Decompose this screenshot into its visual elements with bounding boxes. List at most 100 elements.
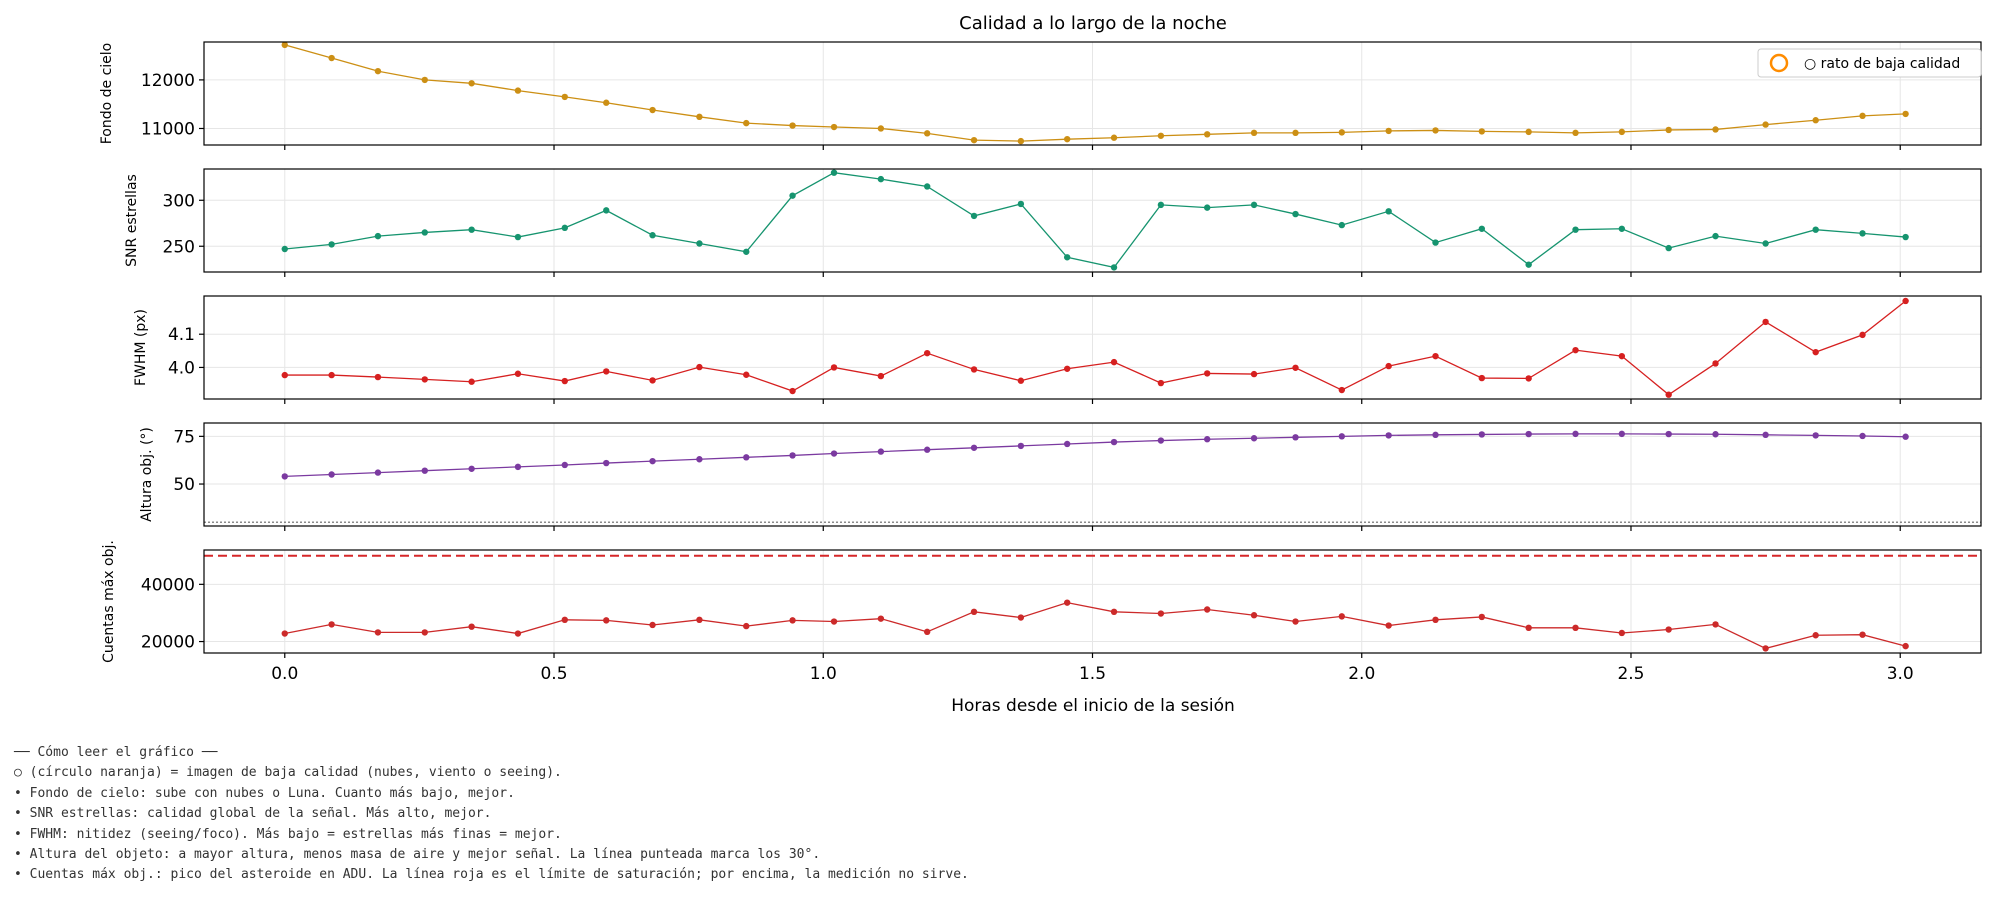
- data-point: [970, 444, 978, 451]
- data-point: [1432, 616, 1439, 624]
- data-point: [1292, 129, 1299, 137]
- y-tick-label: 40000: [141, 575, 195, 595]
- series-line: [284, 172, 1906, 269]
- data-point: [877, 615, 885, 622]
- data-point: [1250, 370, 1258, 378]
- data-point: [1525, 261, 1532, 268]
- note-line: • Cuentas máx obj.: pico del asteroide e…: [14, 867, 969, 883]
- data-point: [514, 87, 522, 94]
- data-point: [1157, 379, 1165, 387]
- data-point: [1110, 264, 1118, 271]
- legend-box: [1757, 48, 1982, 78]
- data-point: [923, 183, 931, 190]
- data-point: [1762, 121, 1769, 128]
- data-point: [743, 371, 750, 378]
- data-point: [1478, 374, 1486, 382]
- data-point: [1618, 629, 1626, 637]
- data-point: [1385, 208, 1392, 215]
- data-point: [649, 457, 656, 465]
- x-tick-label: 0.0: [271, 664, 298, 684]
- data-point: [1859, 331, 1866, 339]
- data-point: [1157, 201, 1165, 209]
- data-point: [1902, 642, 1909, 650]
- data-point: [1338, 386, 1346, 394]
- y-tick-label: 300: [163, 191, 195, 211]
- data-point: [1665, 430, 1672, 438]
- y-tick-label: 12000: [141, 71, 195, 91]
- data-point: [1712, 232, 1719, 240]
- data-point: [1063, 599, 1071, 606]
- data-point: [1902, 433, 1909, 440]
- y-tick-label: 75: [173, 427, 195, 447]
- data-point: [649, 377, 656, 384]
- data-point: [696, 113, 703, 121]
- data-point: [1712, 360, 1719, 367]
- data-point: [603, 99, 610, 106]
- y-tick-label: 4.0: [168, 358, 195, 378]
- legend-marker: [1769, 53, 1789, 73]
- note-line: ○ (círculo naranja) = imagen de baja cal…: [14, 765, 562, 781]
- data-point: [789, 192, 796, 199]
- y-axis-label: Fondo de cielo: [99, 43, 115, 145]
- data-point: [1665, 126, 1672, 134]
- data-point: [328, 471, 335, 478]
- data-point: [923, 628, 931, 636]
- y-tick-label: 4.1: [168, 325, 195, 345]
- data-point: [1250, 435, 1258, 442]
- data-point: [1385, 432, 1392, 439]
- data-point: [1812, 432, 1819, 439]
- series-line: [284, 44, 1906, 142]
- data-point: [1385, 362, 1392, 370]
- panel-5: 0.0 0.5 1.0 1.5 2.0 2.5 3.0 20000 40000 Cuentas m…: [101, 540, 1982, 684]
- data-point: [1432, 431, 1439, 439]
- y-axis-label: Cuentas máx obj.: [101, 540, 117, 663]
- data-point: [281, 473, 288, 480]
- data-point: [281, 41, 288, 49]
- y-tick-label: 20000: [141, 633, 195, 653]
- data-point: [1385, 127, 1392, 135]
- x-tick-label: 3.0: [1887, 664, 1914, 684]
- data-point: [1572, 226, 1579, 233]
- data-point: [1250, 612, 1258, 619]
- panel-1: 11000 12000 Fondo de cielo: [99, 41, 1982, 150]
- data-point: [1572, 624, 1579, 632]
- data-point: [1478, 128, 1486, 135]
- data-point: [514, 233, 522, 241]
- data-point: [789, 122, 796, 129]
- data-point: [1812, 632, 1819, 639]
- data-point: [1572, 129, 1579, 137]
- data-point: [877, 175, 885, 183]
- data-point: [1525, 624, 1532, 632]
- data-point: [789, 387, 796, 395]
- data-point: [1618, 430, 1626, 438]
- data-point: [923, 349, 931, 357]
- data-point: [328, 371, 335, 379]
- data-point: [1203, 436, 1211, 443]
- data-point: [923, 446, 931, 453]
- data-point: [1762, 645, 1769, 652]
- data-point: [281, 630, 288, 637]
- data-point: [1859, 432, 1866, 440]
- y-tick-label: 50: [173, 475, 195, 495]
- data-point: [1618, 352, 1626, 360]
- data-point: [743, 248, 750, 255]
- series-line: [284, 300, 1907, 396]
- note-line: ── Cómo leer el gráfico ──: [14, 745, 218, 760]
- x-tick-label: 0.5: [540, 664, 567, 684]
- data-point: [970, 212, 978, 220]
- data-point: [468, 378, 475, 385]
- data-point: [1762, 318, 1769, 326]
- data-point: [561, 616, 568, 624]
- data-point: [561, 461, 568, 469]
- data-point: [1203, 131, 1211, 138]
- data-point: [1063, 135, 1071, 143]
- x-tick-label: 1.0: [810, 664, 837, 684]
- data-point: [328, 54, 335, 62]
- data-point: [468, 465, 475, 472]
- y-axis-label: Altura obj. (°): [139, 427, 155, 522]
- data-point: [1017, 377, 1025, 384]
- data-point: [1063, 254, 1071, 261]
- data-point: [1572, 430, 1579, 438]
- data-point: [1250, 129, 1258, 137]
